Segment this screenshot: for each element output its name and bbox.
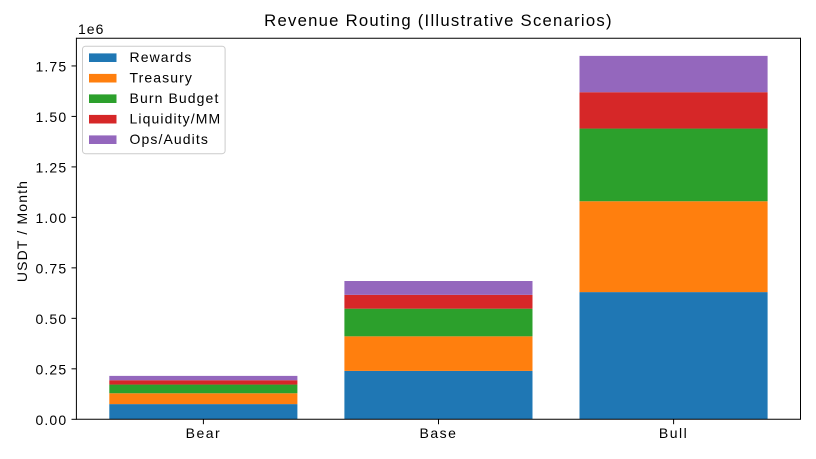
svg-text:Treasury: Treasury (130, 69, 194, 85)
svg-text:1.50: 1.50 (35, 109, 67, 125)
svg-text:0.50: 0.50 (35, 311, 67, 327)
svg-text:Liquidity/MM: Liquidity/MM (130, 110, 222, 126)
svg-text:1.25: 1.25 (35, 160, 67, 176)
svg-text:1e6: 1e6 (78, 21, 104, 37)
svg-text:Bear: Bear (186, 425, 222, 441)
svg-text:Bull: Bull (659, 425, 688, 441)
svg-text:0.75: 0.75 (35, 261, 67, 277)
svg-text:0.25: 0.25 (35, 362, 67, 378)
svg-text:1.00: 1.00 (35, 210, 67, 226)
svg-text:Base: Base (420, 425, 458, 441)
svg-text:USDT / Month: USDT / Month (14, 180, 30, 282)
svg-text:Burn Budget: Burn Budget (130, 90, 220, 106)
svg-text:1.75: 1.75 (35, 59, 67, 75)
svg-text:Ops/Audits: Ops/Audits (130, 131, 209, 147)
svg-text:Revenue Routing (Illustrative: Revenue Routing (Illustrative Scenarios) (264, 11, 613, 30)
svg-text:0.00: 0.00 (35, 412, 67, 428)
svg-text:Rewards: Rewards (130, 49, 193, 65)
